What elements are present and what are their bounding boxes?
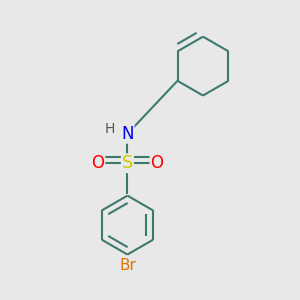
Text: O: O xyxy=(150,154,164,172)
Text: Br: Br xyxy=(119,258,136,273)
Text: O: O xyxy=(92,154,104,172)
Text: S: S xyxy=(122,154,133,172)
Text: N: N xyxy=(121,125,134,143)
Text: H: H xyxy=(105,122,115,136)
